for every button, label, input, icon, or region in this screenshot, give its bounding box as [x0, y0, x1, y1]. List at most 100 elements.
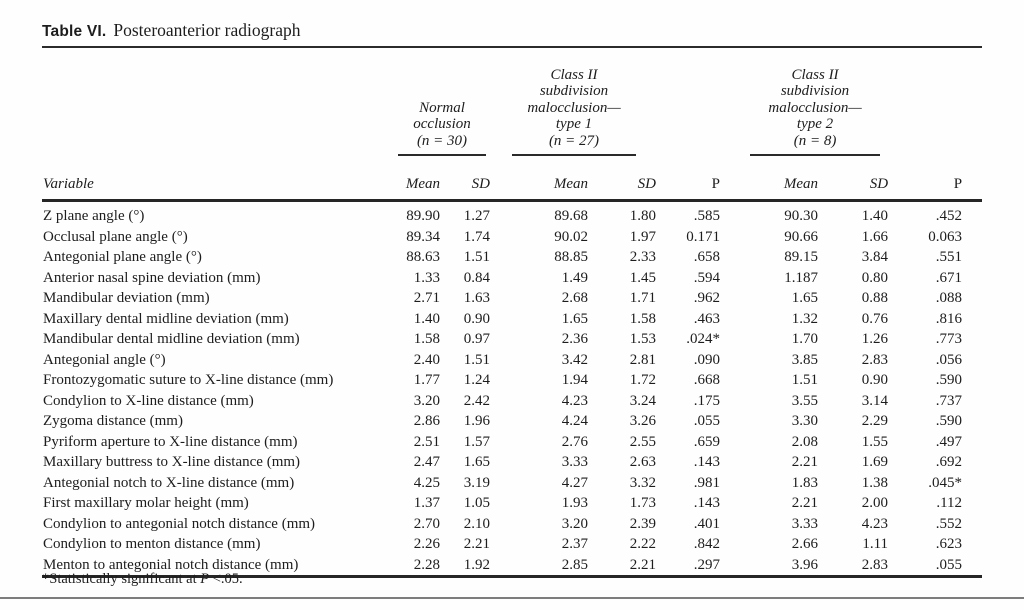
column-header-mean-2: Mean	[496, 156, 594, 202]
table-row: Z plane angle (°) 89.90 1.27 89.68 1.80 .585 9…	[42, 201, 982, 227]
value-cell: 1.71	[629, 290, 657, 306]
value-cell: .842	[693, 536, 721, 552]
value-cell: 4.23	[861, 515, 889, 532]
value-cell: 2.33	[629, 249, 657, 265]
value-cell: 2.26	[413, 536, 440, 552]
table-row: Menton to antegonial notch distance (mm)…	[42, 554, 983, 578]
value-cell: 2.42	[463, 392, 490, 409]
table-title: Table VI. Posteroanterior radiograph	[42, 20, 300, 41]
value-cell: 4.24	[561, 413, 588, 429]
value-cell: 4.23	[561, 392, 588, 409]
value-cell: 1.73	[629, 495, 657, 511]
value-cell: 1.24	[463, 372, 490, 388]
value-cell: 1.74	[463, 228, 490, 245]
value-cell: 0.76	[861, 310, 889, 327]
value-cell: 89.34	[406, 228, 440, 245]
value-cell: .585	[693, 208, 721, 224]
table-row: Maxillary buttress to X-line distance (m…	[42, 452, 982, 473]
value-cell: .668	[693, 372, 721, 388]
value-cell: .623	[935, 536, 963, 552]
group-header-spacer	[662, 50, 728, 156]
value-cell: 2.10	[463, 515, 490, 532]
variable-cell: Z plane angle (°)	[43, 208, 145, 224]
value-cell: 1.72	[629, 372, 657, 388]
column-header-p-2: P	[894, 156, 983, 202]
value-cell: 1.40	[413, 310, 440, 327]
value-cell: .463	[693, 310, 721, 327]
value-cell: 2.63	[629, 454, 657, 470]
table-row: Mandibular dental midline deviation (mm)…	[42, 329, 982, 350]
variable-cell: Maxillary buttress to X-line distance (m…	[43, 454, 301, 470]
value-cell: 2.00	[861, 495, 889, 511]
value-cell: 3.26	[629, 413, 657, 429]
group-line: malocclusion—	[527, 99, 621, 116]
value-cell: .816	[935, 310, 963, 327]
group-line: Class II	[791, 66, 839, 83]
value-cell: .024*	[686, 331, 721, 347]
group-line: type 1	[555, 116, 593, 132]
value-cell: 0.171	[686, 228, 721, 245]
value-cell: 3.85	[791, 351, 819, 368]
value-cell: .112	[936, 495, 963, 511]
value-cell: .671	[935, 269, 963, 286]
value-cell: 2.22	[629, 536, 657, 552]
table-row: Occlusal plane angle (°) 89.34 1.74 90.02 1.…	[42, 227, 982, 248]
value-cell: .590	[935, 413, 963, 429]
value-cell: 1.94	[561, 372, 588, 388]
variable-cell: Anterior nasal spine deviation (mm)	[43, 269, 261, 286]
group-header-row: Normal occlusion (n = 30) Class II subdi…	[42, 50, 982, 156]
variable-cell: First maxillary molar height (mm)	[43, 495, 249, 511]
value-cell: 3.84	[861, 249, 889, 265]
value-cell: .297	[662, 554, 729, 578]
value-cell: 0.90	[463, 310, 490, 327]
variable-cell: Condylion to X-line distance (mm)	[43, 392, 254, 409]
value-cell: 1.51	[463, 249, 490, 265]
table-row: Anterior nasal spine deviation (mm) 1.33 0…	[42, 268, 982, 289]
value-cell: 2.86	[413, 413, 440, 429]
variable-cell: Antegonial angle (°)	[43, 351, 166, 368]
value-cell: 3.33	[561, 454, 588, 470]
value-cell: 2.83	[824, 554, 895, 578]
table-row: Condylion to menton distance (mm) 2.26 2.2…	[42, 534, 982, 555]
value-cell: 1.58	[413, 331, 440, 347]
value-cell: 2.83	[861, 351, 889, 368]
value-cell: 89.90	[406, 208, 440, 224]
group-header-class2-type1-text: Class II subdivision malocclusion— type …	[512, 67, 637, 156]
variable-cell: Antegonial notch to X-line distance (mm)	[43, 474, 295, 491]
value-cell: 3.33	[791, 515, 819, 532]
group-header-class2-type2: Class II subdivision malocclusion— type …	[728, 50, 894, 156]
value-cell: 0.063	[928, 228, 963, 245]
group-line: subdivision	[780, 83, 850, 99]
value-cell: 0.88	[861, 290, 889, 306]
group-header-class2-type2-text: Class II subdivision malocclusion— type …	[750, 66, 881, 156]
value-cell: 2.28	[396, 554, 446, 578]
value-cell: 89.15	[784, 249, 819, 265]
value-cell: 1.53	[629, 331, 657, 347]
value-cell: .552	[935, 515, 963, 532]
value-cell: 1.65	[561, 310, 588, 327]
value-cell: 1.65	[791, 290, 819, 306]
value-cell: 1.97	[629, 228, 657, 245]
value-cell: 2.85	[496, 554, 594, 578]
value-cell: 2.08	[791, 433, 819, 450]
column-header-variable: Variable	[42, 156, 396, 202]
variable-cell: Occlusal plane angle (°)	[43, 228, 188, 245]
table-row: Maxillary dental midline deviation (mm) 1…	[42, 309, 982, 330]
value-cell: 0.97	[463, 331, 490, 347]
variable-cell: Pyriform aperture to X-line distance (mm…	[43, 433, 298, 450]
group-header-spacer	[42, 50, 396, 156]
value-cell: .773	[935, 331, 963, 347]
value-cell: .659	[693, 433, 721, 450]
value-cell: 1.45	[629, 269, 657, 286]
group-line: (n = 27)	[548, 132, 600, 149]
value-cell: 2.21	[791, 454, 819, 470]
value-cell: 2.47	[413, 454, 440, 470]
value-cell: .962	[693, 290, 721, 306]
value-cell: 90.02	[554, 228, 588, 245]
column-header-p-1: P	[662, 156, 729, 202]
value-cell: 1.65	[463, 454, 490, 470]
value-cell: 2.68	[561, 290, 588, 306]
value-cell: 1.63	[463, 290, 490, 306]
value-cell: 3.30	[791, 413, 819, 429]
